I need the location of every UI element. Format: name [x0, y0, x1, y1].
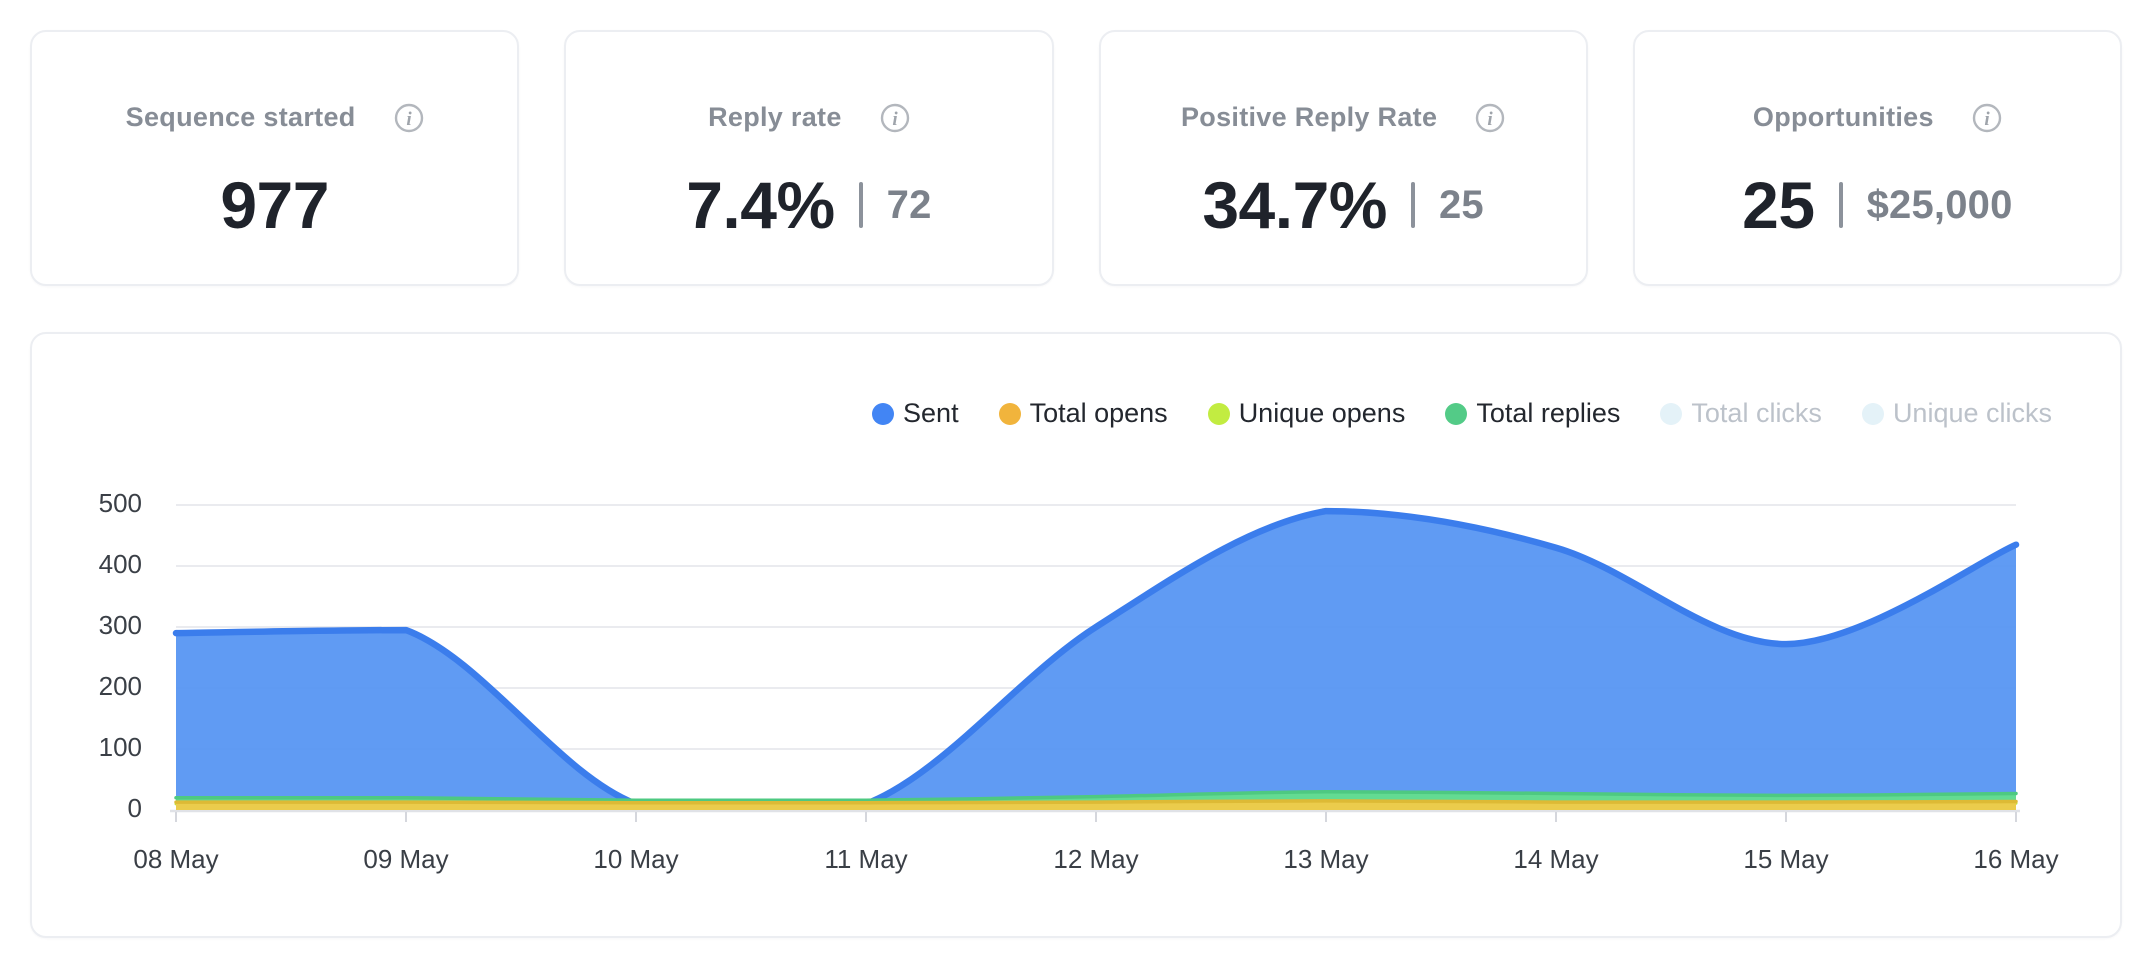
x-axis-label: 08 May: [133, 844, 218, 874]
series-line-sent: [172, 507, 2020, 808]
legend-label: Total replies: [1476, 398, 1621, 428]
stat-card-reply-rate: Reply rate i 7.4% 72: [564, 30, 1054, 286]
legend-label: Unique opens: [1238, 398, 1406, 428]
card-title: Reply rate: [708, 102, 842, 132]
chart-panel: Sent Total opens Unique opens Total replies…: [30, 332, 2122, 938]
primary-value: 25: [1742, 168, 1815, 242]
series-line-total-replies: [174, 789, 2018, 802]
card-value-row: 977: [220, 167, 329, 243]
stat-card-sequence-started: Sequence started i 977: [30, 30, 520, 286]
card-title: Sequence started: [125, 102, 356, 132]
y-axis-label: 400: [99, 549, 142, 579]
area-chart-svg[interactable]: 0 100 200 300 400 500 08 May 09 May 10 May 11 May…: [32, 454, 2122, 894]
legend-dot: [1660, 402, 1683, 425]
x-axis-label: 10 May: [593, 844, 678, 874]
legend-item-unique-clicks[interactable]: Unique clicks: [1861, 398, 2052, 429]
card-value-row: 7.4% 72: [686, 167, 931, 243]
info-icon[interactable]: i: [1972, 103, 2002, 133]
legend-label: Total clicks: [1691, 398, 1822, 428]
svg-text:i: i: [1984, 109, 1990, 130]
card-value-row: 34.7% 25: [1202, 167, 1484, 243]
series-line-total-opens: [174, 799, 2018, 805]
series-area-sent: [176, 511, 2016, 810]
x-axis-label: 11 May: [824, 844, 907, 874]
secondary-value: 25: [1438, 182, 1484, 227]
y-axis-label: 200: [99, 671, 142, 701]
legend-dot: [1207, 402, 1230, 425]
x-axis-label: 14 May: [1513, 844, 1598, 874]
card-title-row: Opportunities i: [1753, 102, 2002, 133]
svg-text:i: i: [1488, 109, 1494, 130]
legend-label: Sent: [903, 398, 959, 428]
info-icon[interactable]: i: [880, 103, 910, 133]
svg-text:i: i: [406, 109, 412, 130]
x-axis-label: 16 May: [1973, 844, 2058, 874]
secondary-value: $25,000: [1866, 182, 2013, 227]
legend-dot: [1445, 402, 1468, 425]
stat-card-opportunities: Opportunities i 25 $25,000: [1632, 30, 2122, 286]
y-axis-label: 300: [99, 610, 142, 640]
y-axis-label: 0: [128, 793, 142, 823]
stat-card-positive-reply-rate: Positive Reply Rate i 34.7% 25: [1098, 30, 1588, 286]
legend-item-unique-opens[interactable]: Unique opens: [1207, 398, 1406, 429]
legend-item-total-replies[interactable]: Total replies: [1445, 398, 1620, 429]
x-axis-label: 09 May: [363, 844, 448, 874]
card-title: Positive Reply Rate: [1180, 102, 1438, 132]
stat-cards-row: Sequence started i 977 Reply rate i 7.4%…: [30, 30, 2122, 286]
legend-dot: [872, 402, 895, 425]
legend-label: Total opens: [1029, 398, 1168, 428]
value-divider: [858, 182, 863, 228]
primary-value: 34.7%: [1202, 168, 1387, 242]
x-axis-label: 15 May: [1743, 844, 1828, 874]
primary-value: 7.4%: [686, 168, 835, 242]
card-title-row: Reply rate i: [708, 102, 910, 133]
secondary-value: 72: [886, 182, 932, 227]
card-title-row: Sequence started i: [126, 102, 424, 133]
value-divider: [1838, 182, 1843, 228]
info-icon[interactable]: i: [1475, 103, 1505, 133]
legend-item-total-clicks[interactable]: Total clicks: [1660, 398, 1822, 429]
y-axis-label: 100: [99, 732, 142, 762]
legend-dot: [1861, 402, 1884, 425]
card-title: Opportunities: [1752, 102, 1934, 132]
primary-value: 977: [220, 168, 329, 242]
x-axis-label: 12 May: [1053, 844, 1138, 874]
svg-text:i: i: [892, 109, 898, 130]
card-value-row: 25 $25,000: [1742, 167, 2012, 243]
value-divider: [1410, 182, 1415, 228]
chart-legend: Sent Total opens Unique opens Total replies…: [872, 398, 2052, 429]
x-axis-label: 13 May: [1283, 844, 1368, 874]
legend-item-total-opens[interactable]: Total opens: [998, 398, 1168, 429]
info-icon[interactable]: i: [394, 103, 424, 133]
card-title-row: Positive Reply Rate i: [1181, 102, 1505, 133]
y-axis-label: 500: [99, 488, 142, 518]
legend-item-sent[interactable]: Sent: [872, 398, 959, 429]
legend-label: Unique clicks: [1892, 398, 2052, 428]
legend-dot: [998, 402, 1021, 425]
